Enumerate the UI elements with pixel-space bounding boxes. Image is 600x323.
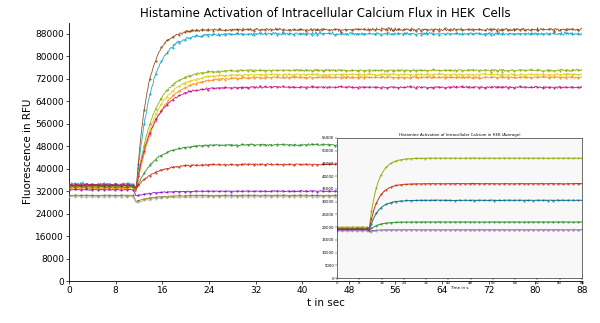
X-axis label: t in sec: t in sec xyxy=(307,298,344,307)
Y-axis label: Fluorescence in RFU: Fluorescence in RFU xyxy=(23,99,32,204)
X-axis label: Time in s: Time in s xyxy=(451,286,469,290)
Title: Histamine Activation of Intracellular Calcium Flux in HEK  Cells: Histamine Activation of Intracellular Ca… xyxy=(140,7,511,20)
Title: Histamine Activation of Intracellular Calcium in HEK (Average): Histamine Activation of Intracellular Ca… xyxy=(399,133,520,137)
